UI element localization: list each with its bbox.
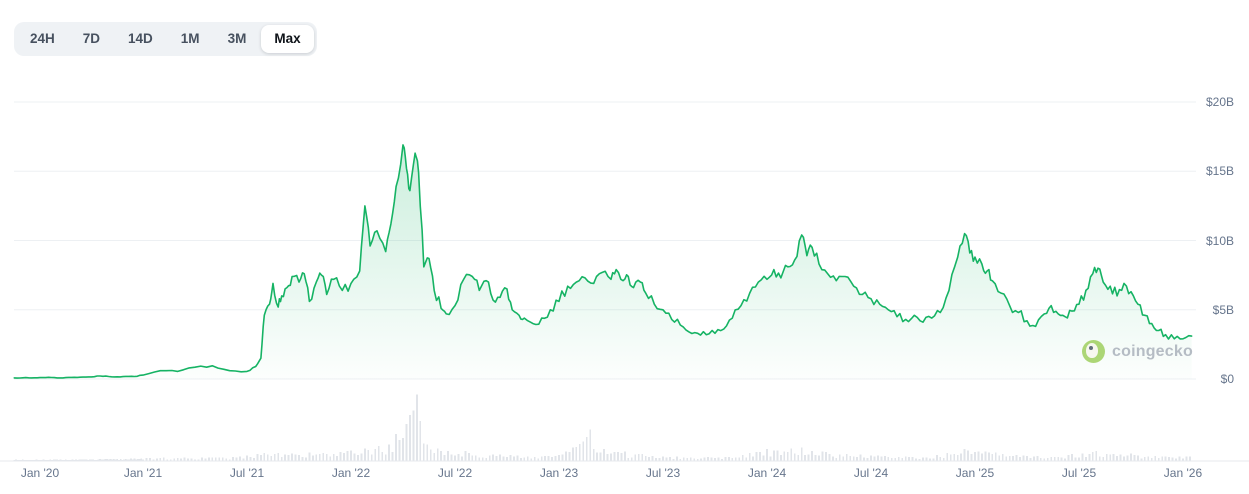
x-axis-label: Jul '23 xyxy=(645,466,681,480)
x-axis-label: Jan '25 xyxy=(955,466,995,480)
timeframe-button-14d[interactable]: 14D xyxy=(115,25,166,53)
y-axis-label: $0 xyxy=(1220,372,1234,386)
coingecko-watermark: coingecko xyxy=(1082,340,1193,363)
timeframe-button-1m[interactable]: 1M xyxy=(168,25,213,53)
market-cap-area-fill xyxy=(14,144,1192,379)
timeframe-button-max[interactable]: Max xyxy=(261,25,314,53)
y-axis-label: $10B xyxy=(1205,233,1234,248)
market-cap-line xyxy=(13,144,1193,379)
x-axis-label: Jan '20 xyxy=(20,466,60,480)
x-axis-label: Jul '22 xyxy=(437,466,473,480)
x-axis-label: Jul '24 xyxy=(853,466,889,480)
timeframe-selector: 24H 7D 14D 1M 3M Max xyxy=(14,22,317,56)
coingecko-logo-icon xyxy=(1082,340,1105,363)
coingecko-watermark-text: coingecko xyxy=(1112,342,1193,360)
x-axis-label: Jan '22 xyxy=(331,466,371,480)
y-axis-label: $5B xyxy=(1212,302,1234,317)
y-axis-label: $15B xyxy=(1205,164,1234,179)
timeframe-button-7d[interactable]: 7D xyxy=(70,25,113,53)
y-axis-label: $20B xyxy=(1205,95,1234,109)
x-axis-label: Jan '24 xyxy=(747,466,787,480)
x-axis-label: Jan '26 xyxy=(1163,466,1203,480)
x-axis-label: Jul '25 xyxy=(1061,466,1097,480)
volume-bars xyxy=(13,394,1191,461)
timeframe-button-3m[interactable]: 3M xyxy=(215,25,260,53)
x-axis-label: Jan '23 xyxy=(539,466,579,480)
timeframe-button-24h[interactable]: 24H xyxy=(17,25,68,53)
x-axis-label: Jan '21 xyxy=(123,466,163,480)
x-axis-label: Jul '21 xyxy=(229,466,265,480)
